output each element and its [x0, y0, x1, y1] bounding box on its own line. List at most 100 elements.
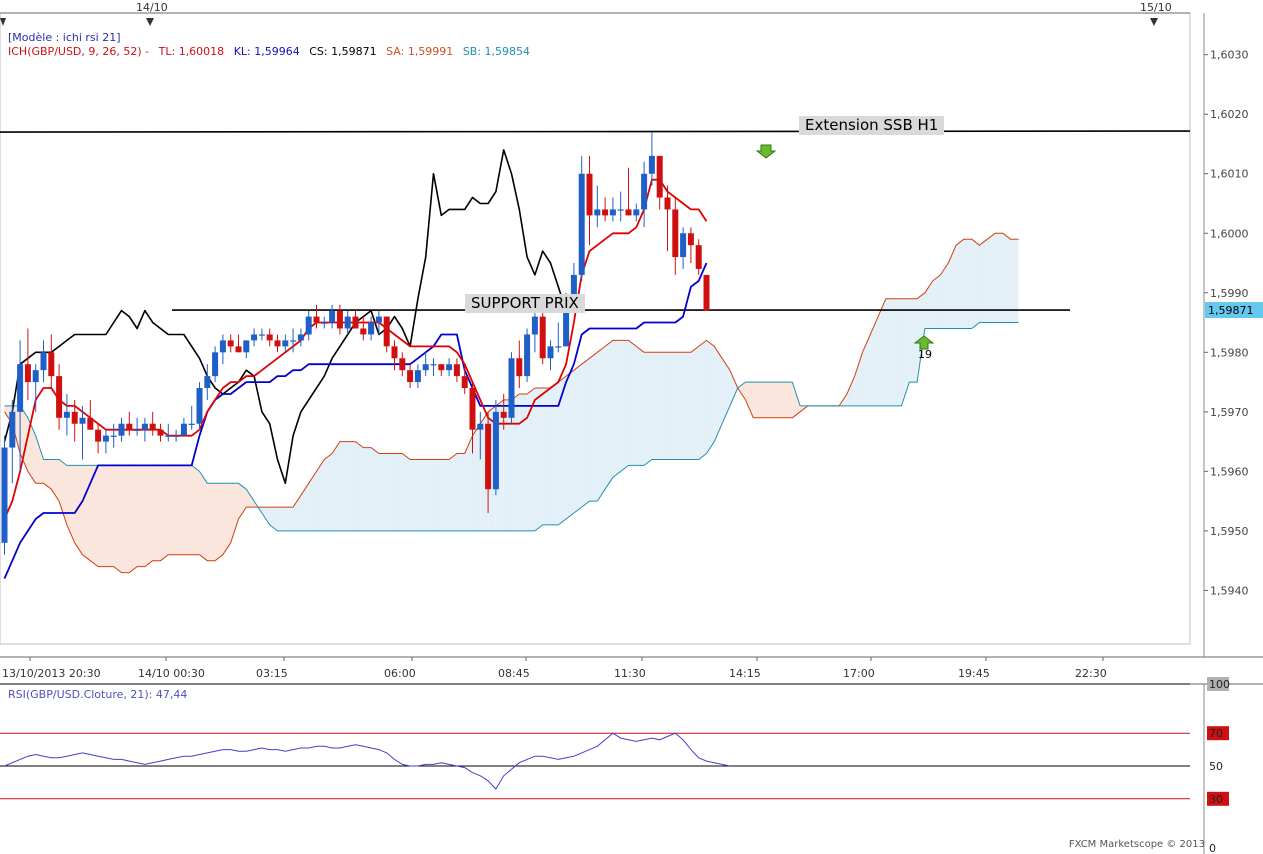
candle [555, 322, 562, 353]
candle [383, 316, 390, 353]
kijun-legend: KL: 1,59964 [233, 45, 300, 58]
annotation-support-prix: SUPPORT PRIX [465, 294, 585, 313]
cloud-segment [753, 382, 762, 418]
candle [438, 364, 445, 377]
candle [79, 405, 86, 460]
cloud-segment [144, 465, 153, 567]
cloud-segment [917, 292, 925, 383]
cloud-segment [597, 346, 606, 502]
rsi-tick-label: 100 [1209, 678, 1230, 691]
candle [321, 316, 328, 329]
candle [586, 155, 593, 246]
candle [477, 411, 484, 460]
cloud-segment [238, 483, 247, 519]
cloud-segment [706, 340, 715, 454]
price-tick-label: 1,6030 [1210, 49, 1249, 62]
cloud-segment [176, 465, 184, 555]
cloud-segment [870, 316, 879, 406]
rsi-tick-label: 50 [1209, 760, 1223, 773]
cloud-segment [425, 459, 434, 531]
candle-body [251, 334, 258, 341]
time-tick-label: 14:15 [729, 667, 761, 680]
cloud-segment [363, 447, 372, 531]
cloud-segment [324, 453, 333, 531]
candle-body [110, 435, 117, 437]
cloud-segment [183, 465, 192, 555]
candle-body [399, 358, 406, 371]
candle-body [40, 352, 47, 371]
price-tick-label: 1,5940 [1210, 584, 1249, 597]
candle-body [508, 358, 515, 418]
cloud-segment [230, 483, 239, 543]
cloud-segment [199, 471, 208, 561]
cloud-segment [924, 280, 933, 329]
annotation-ssb-extension: Extension SSB H1 [799, 116, 945, 135]
cloud-segment [675, 352, 684, 460]
time-tick-label: 03:15 [256, 667, 288, 680]
cloud-segment [792, 382, 801, 418]
cloud-segment [441, 459, 450, 531]
ichimoku-cloud [4, 232, 1019, 574]
candle [149, 411, 156, 436]
cloud-segment [527, 388, 535, 531]
candle [633, 203, 640, 222]
cloud-segment [659, 352, 668, 460]
candle-body [672, 209, 679, 258]
cloud-segment [449, 453, 457, 531]
candle [243, 340, 250, 359]
candle [180, 417, 187, 436]
candle [118, 417, 125, 442]
candle [227, 334, 234, 353]
cloud-segment [566, 370, 574, 519]
cloud-segment [784, 382, 793, 418]
price-tick-label: 1,5990 [1210, 287, 1249, 300]
candle [500, 393, 507, 430]
candle [672, 197, 679, 275]
candle [602, 197, 609, 222]
cloud-segment [550, 382, 559, 525]
candle-body [625, 209, 632, 216]
candle-body [664, 197, 671, 210]
candle-body [578, 173, 585, 275]
candle-body [274, 340, 281, 347]
candle [422, 352, 429, 377]
date-marker-label: 15/10 [1140, 1, 1172, 14]
cloud-segment [644, 352, 652, 466]
cloud-segment [589, 352, 598, 502]
candle [617, 191, 624, 222]
cloud-segment [940, 263, 949, 329]
price-tick-label: 1,5970 [1210, 406, 1249, 419]
copyright-notice: FXCM Marketscope © 2013 [1068, 839, 1205, 850]
cloud-segment [433, 459, 442, 531]
cloud-segment [464, 435, 473, 531]
candle [453, 358, 460, 383]
candle [134, 417, 141, 436]
candle-body [157, 429, 164, 436]
date-marker-triangle [146, 18, 154, 26]
cloud-segment [558, 376, 567, 525]
candle-body [149, 423, 156, 430]
cloud-segment [261, 507, 270, 525]
cloud-segment [378, 453, 387, 531]
cloud-segment [332, 441, 340, 531]
candle [594, 185, 601, 228]
cloud-segment [339, 441, 348, 531]
cloud-segment [35, 435, 44, 484]
price-tick-label: 1,5980 [1210, 346, 1249, 359]
candle [56, 364, 63, 430]
candle [539, 304, 546, 365]
cloud-segment [636, 346, 645, 466]
cloud-segment [386, 453, 395, 531]
candle-body [617, 209, 624, 211]
cloud-segment [519, 393, 528, 531]
candle [102, 429, 109, 454]
candle-body [282, 340, 289, 347]
price-tick-label: 1,6010 [1210, 168, 1249, 181]
candle-body [368, 322, 375, 335]
date-marker-label: 14/10 [136, 1, 168, 14]
time-tick-label: 06:00 [384, 667, 416, 680]
candle-body [453, 364, 460, 377]
candle-body [266, 334, 273, 341]
candle-body [63, 411, 70, 418]
time-axis: 13/10/2013 20:30 14/10 00:30 03:15 06:00 08:… [0, 1, 1172, 680]
